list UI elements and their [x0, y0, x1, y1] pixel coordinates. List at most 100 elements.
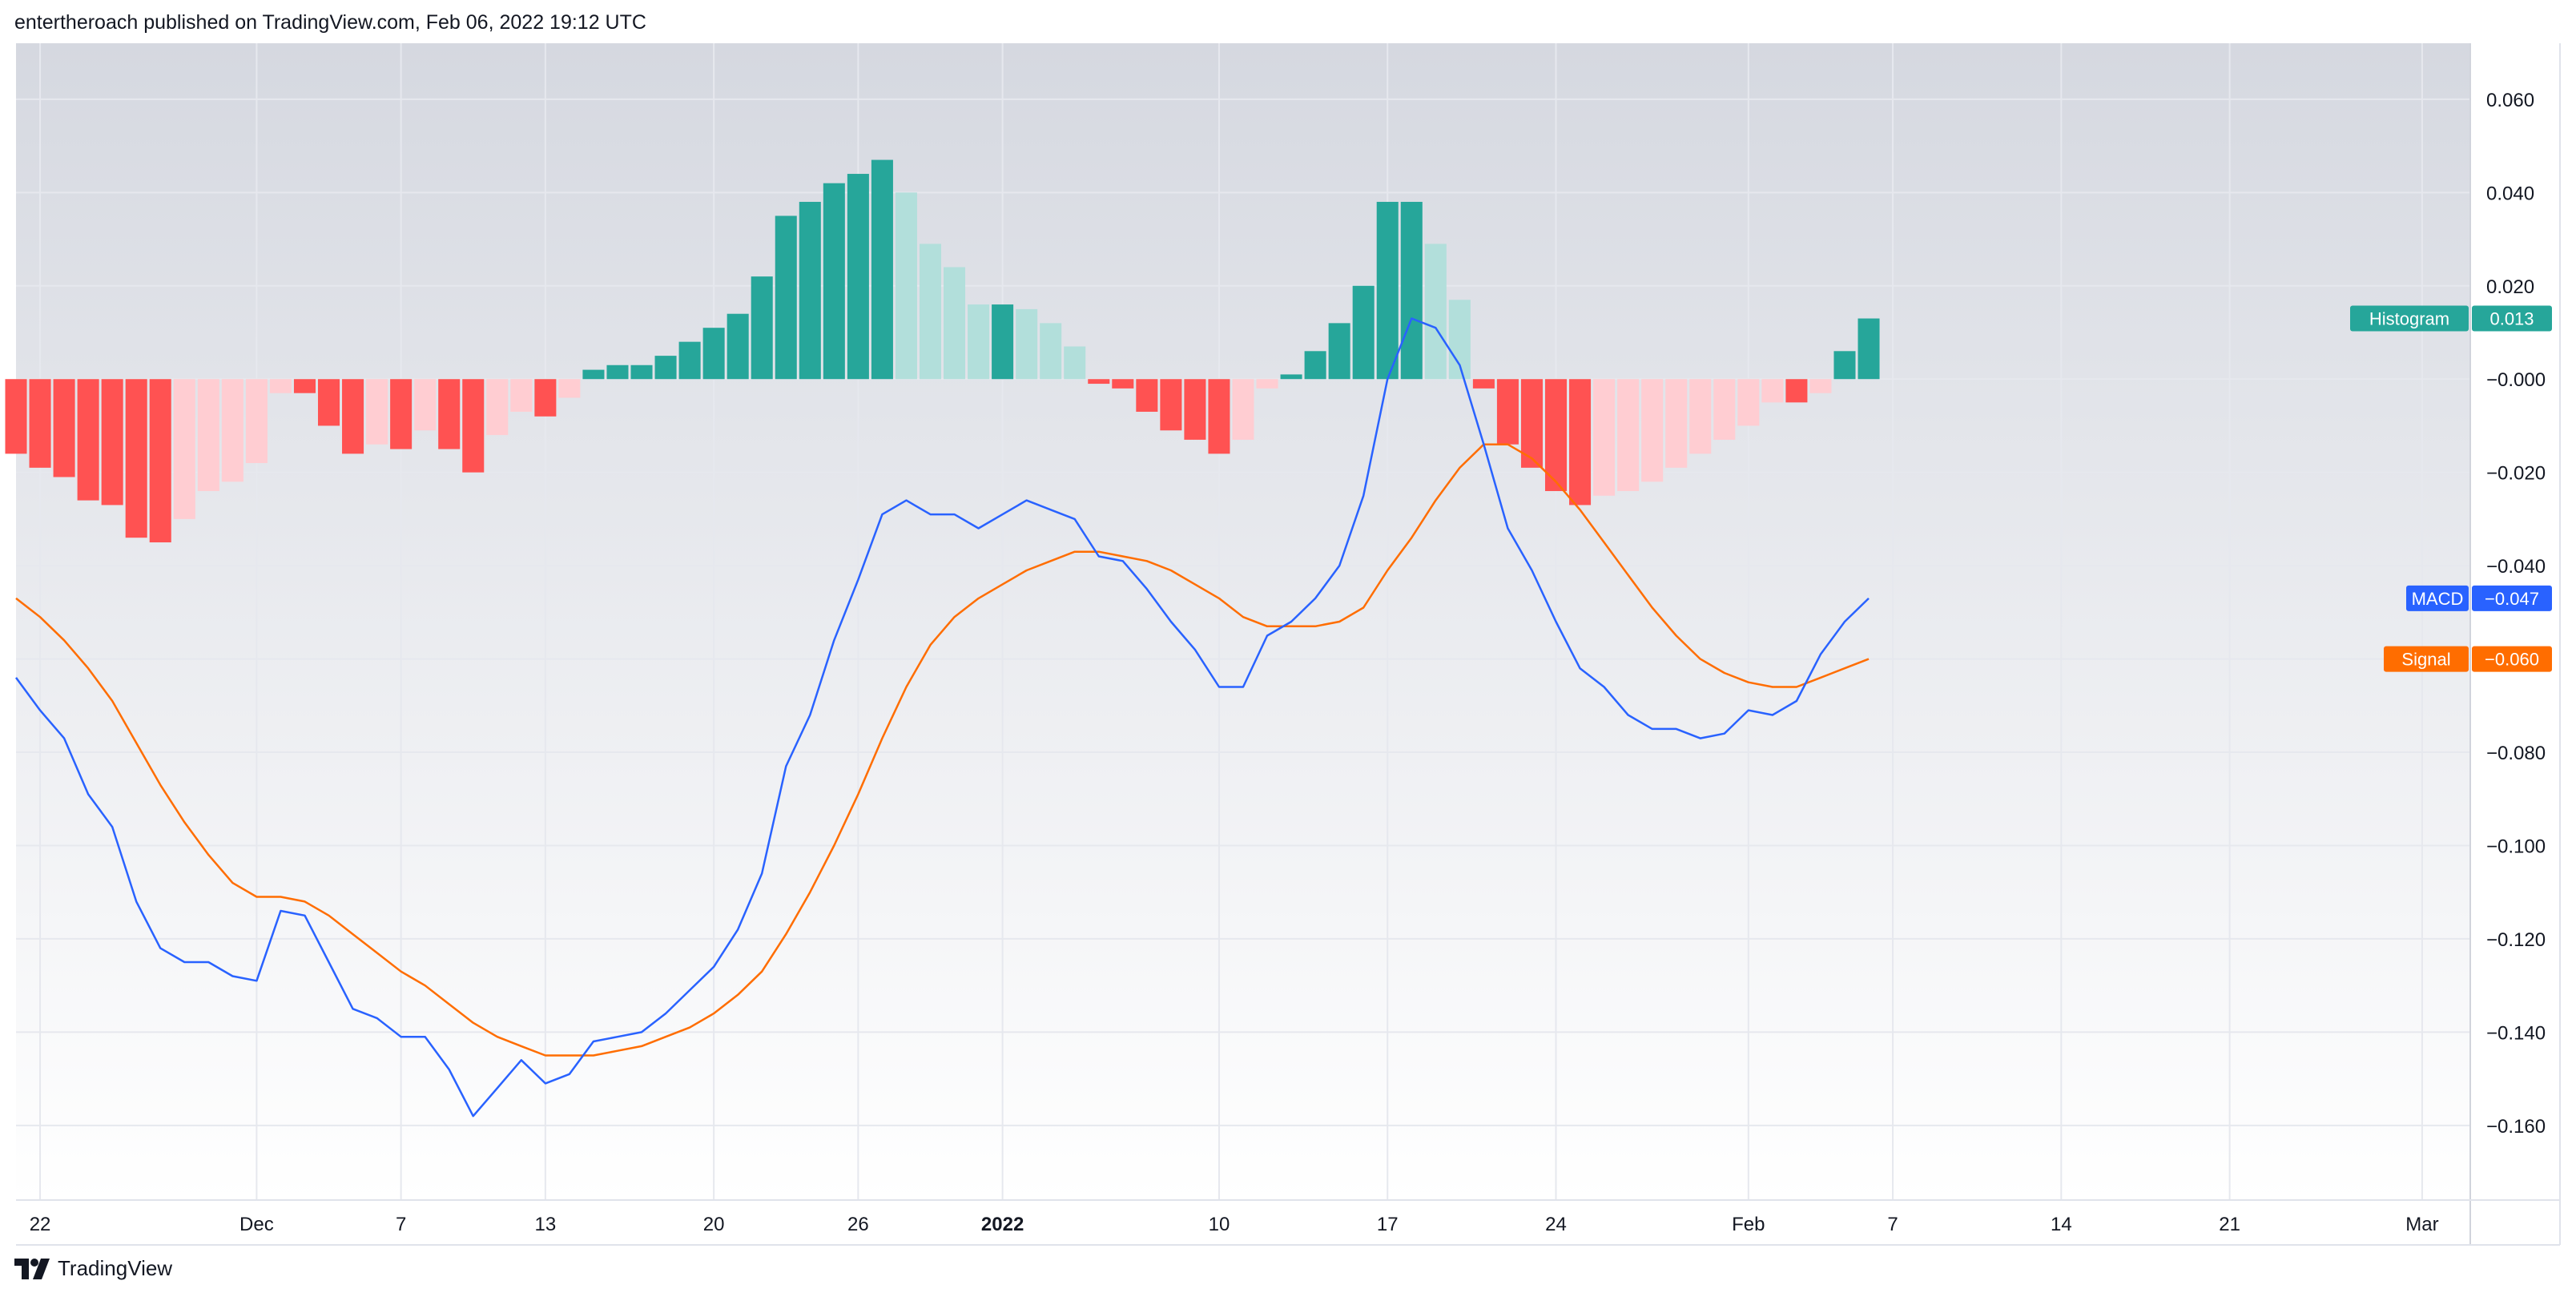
histogram-bar [1208, 379, 1230, 454]
histogram-bar [317, 379, 340, 426]
histogram-bar [1424, 244, 1447, 380]
histogram-bar [462, 379, 485, 473]
x-tick-label: Dec [239, 1214, 274, 1235]
histogram-bar [1184, 379, 1206, 440]
histogram-bar [293, 379, 316, 393]
histogram-bar [727, 313, 749, 380]
histogram-bar [606, 365, 629, 380]
histogram-bar [486, 379, 509, 436]
histogram-bar [1617, 379, 1640, 491]
y-tick-label: −0.100 [2486, 836, 2546, 857]
histogram-bar [1472, 379, 1495, 389]
price-axis[interactable]: 0.060 0.040 0.020 −0.000 −0.020 −0.040 −0.060 −… [2486, 90, 2546, 1138]
x-tick-label: 7 [396, 1214, 406, 1235]
histogram-bar [630, 365, 653, 380]
histogram-bar [414, 379, 437, 431]
series-value-tag [2472, 305, 2552, 332]
histogram-bar [678, 341, 701, 380]
histogram-bar [101, 379, 123, 505]
time-axis[interactable]: 22 Dec 7 13 20 26 2022 10 17 24 Feb 7 14 21 Mar [30, 1214, 2439, 1235]
series-value-labels: MACD −0.047 Signal −0.060 Histogram 0.013 [2350, 305, 2552, 672]
histogram-bar [1040, 323, 1062, 380]
grid-lines [16, 43, 2470, 1200]
histogram-bars [5, 159, 1880, 543]
histogram-bar [1689, 379, 1712, 454]
histogram-bar [1064, 346, 1086, 380]
macd-axis-label: MACD −0.047 [2406, 585, 2552, 611]
histogram-bar [1569, 379, 1592, 505]
signal-axis-label: Signal −0.060 [2384, 646, 2552, 672]
histogram-bar [1352, 285, 1375, 380]
histogram-bar [5, 379, 27, 454]
series-name-text: MACD [2412, 589, 2464, 609]
y-tick-label: −0.140 [2486, 1022, 2546, 1044]
series-value-text: −0.060 [2485, 650, 2539, 670]
histogram-bar [1232, 379, 1254, 440]
y-tick-label: −0.160 [2486, 1116, 2546, 1138]
footer: TradingView [14, 1256, 172, 1281]
y-tick-label: 0.020 [2486, 276, 2534, 298]
y-tick-label: −0.040 [2486, 556, 2546, 578]
x-tick-label: 26 [847, 1214, 869, 1235]
histogram-bar [944, 267, 966, 380]
histogram-bar [871, 159, 893, 380]
histogram-bar [847, 174, 869, 380]
histogram-bar [1761, 379, 1784, 403]
histogram-bar [77, 379, 99, 501]
histogram-bar [1304, 351, 1326, 380]
histogram-bar [1785, 379, 1808, 403]
histogram-bar [919, 244, 942, 380]
histogram-bar [1665, 379, 1688, 468]
histogram-bar [53, 379, 75, 477]
y-tick-label: 0.040 [2486, 183, 2534, 204]
tradingview-brand[interactable]: TradingView [58, 1256, 173, 1280]
histogram-bar [1544, 379, 1568, 491]
histogram-bar [895, 192, 917, 380]
histogram-bar [775, 215, 797, 380]
x-tick-label: 14 [2051, 1214, 2072, 1235]
histogram-bar [1593, 379, 1616, 496]
histogram-bar [390, 379, 413, 449]
histogram-bar [1400, 201, 1423, 380]
x-tick-label: Feb [1732, 1214, 1765, 1235]
x-tick-label: 24 [1545, 1214, 1567, 1235]
histogram-bar [558, 379, 581, 398]
series-value-text: 0.013 [2489, 309, 2534, 329]
x-tick-label: 17 [1377, 1214, 1399, 1235]
histogram-bar [1328, 323, 1350, 380]
x-tick-label: 22 [30, 1214, 51, 1235]
x-tick-label: 7 [1887, 1214, 1898, 1235]
histogram-bar [245, 379, 268, 464]
histogram-bar [197, 379, 219, 491]
histogram-bar [1376, 201, 1399, 380]
histogram-bar [1737, 379, 1760, 426]
histogram-bar [269, 379, 292, 393]
histogram-bar [1136, 379, 1158, 412]
series-name-text: Histogram [2369, 309, 2449, 329]
histogram-bar [1112, 379, 1134, 389]
tradingview-logo-icon[interactable] [14, 1258, 50, 1279]
histogram-bar [582, 369, 605, 380]
histogram-bar [992, 304, 1014, 380]
x-tick-label: Mar [2405, 1214, 2438, 1235]
published-info: entertheroach published on TradingView.c… [14, 11, 646, 34]
x-tick-label: 2022 [981, 1214, 1024, 1235]
histogram-bar [534, 379, 557, 417]
series-name-tag [2406, 585, 2469, 611]
histogram-bar [1280, 374, 1302, 380]
histogram-bar [125, 379, 147, 538]
histogram-bar [510, 379, 533, 412]
histogram-bar [799, 201, 821, 380]
series-name-text: Signal [2401, 650, 2450, 670]
histogram-bar [1713, 379, 1736, 440]
histogram-bar [149, 379, 171, 543]
histogram-bar [1088, 379, 1110, 385]
histogram-bar [342, 379, 364, 454]
histogram-bar [1160, 379, 1182, 431]
histogram-bar [366, 379, 388, 445]
x-tick-label: 21 [2219, 1214, 2240, 1235]
histogram-axis-label: Histogram 0.013 [2350, 305, 2552, 332]
histogram-bar [1858, 318, 1880, 380]
